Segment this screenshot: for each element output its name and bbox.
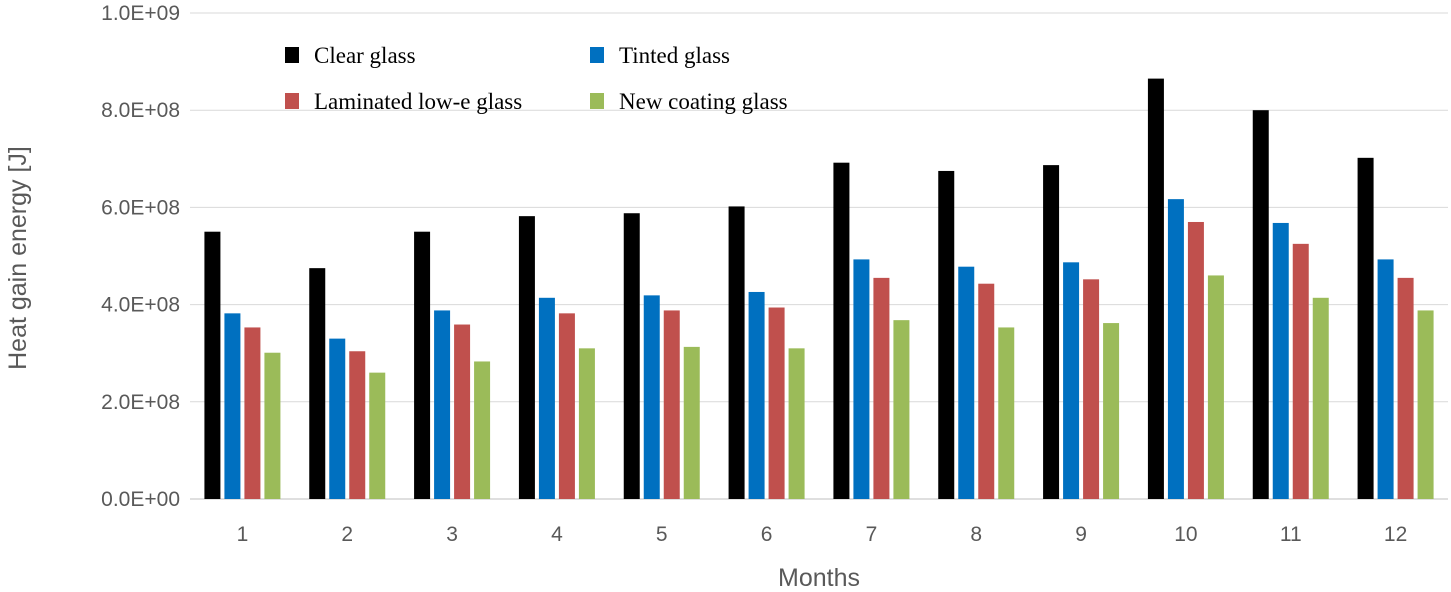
bar <box>1252 110 1269 499</box>
x-tick-label: 3 <box>446 523 458 546</box>
bar <box>518 216 535 499</box>
y-tick-label: 8.0E+08 <box>101 99 180 122</box>
y-tick-label: 4.0E+08 <box>101 294 180 317</box>
x-axis-title: Months <box>778 564 860 592</box>
bar <box>958 266 975 499</box>
bar <box>1272 222 1289 499</box>
bar <box>788 348 805 499</box>
bar <box>643 295 660 499</box>
x-tick-label: 11 <box>1280 523 1302 546</box>
bar <box>1417 310 1434 499</box>
bar <box>938 170 955 499</box>
bar <box>748 291 765 499</box>
bar <box>349 351 366 499</box>
bar <box>1147 78 1164 500</box>
legend-label: Tinted glass <box>619 43 730 68</box>
x-tick-label: 8 <box>970 523 982 546</box>
bar <box>244 327 261 499</box>
bar <box>309 268 326 499</box>
bar <box>264 352 281 499</box>
bar <box>1357 157 1374 499</box>
x-tick-label: 2 <box>341 523 353 546</box>
legend-swatch <box>285 47 299 63</box>
bars <box>204 78 1434 500</box>
y-tick-label: 1.0E+09 <box>101 2 180 25</box>
bar <box>663 310 680 499</box>
bar <box>768 307 785 499</box>
bar <box>728 206 745 500</box>
legend-swatch <box>590 93 604 109</box>
bar <box>623 213 640 499</box>
gridlines <box>190 12 1448 500</box>
bar <box>893 320 910 499</box>
y-tick-label: 2.0E+08 <box>101 391 180 414</box>
x-axis-ticks: 1 2 3 4 5 6 7 8 9 10 11 12 <box>237 523 1408 546</box>
bar <box>853 259 870 499</box>
x-tick-label: 5 <box>656 523 668 546</box>
bar <box>1103 323 1120 499</box>
legend-swatch <box>590 47 604 63</box>
bar <box>1187 221 1204 500</box>
bar <box>329 338 346 499</box>
legend-swatch <box>285 93 299 109</box>
y-axis-title: Heat gain energy [J] <box>4 146 32 370</box>
bar <box>1312 297 1329 499</box>
bar <box>1207 275 1224 499</box>
y-tick-label: 0.0E+00 <box>101 488 180 511</box>
bar <box>1083 279 1100 499</box>
x-tick-label: 9 <box>1075 523 1087 546</box>
bar <box>1063 262 1080 499</box>
legend-label: New coating glass <box>619 89 788 114</box>
bar <box>204 231 221 499</box>
bar <box>1397 277 1414 499</box>
bar <box>414 231 431 499</box>
x-tick-label: 7 <box>866 523 878 546</box>
bar <box>369 372 386 499</box>
bar <box>978 283 995 499</box>
legend-label: Laminated low-e glass <box>314 89 522 114</box>
bar <box>683 346 700 499</box>
bar <box>578 348 595 499</box>
bar <box>1377 259 1394 499</box>
bar <box>434 310 451 499</box>
x-tick-label: 12 <box>1384 523 1407 546</box>
x-tick-label: 4 <box>551 523 563 546</box>
bar <box>1292 243 1309 499</box>
bar <box>1167 199 1184 499</box>
bar <box>454 324 471 499</box>
x-tick-label: 1 <box>237 523 249 546</box>
bar <box>558 313 575 499</box>
y-tick-label: 6.0E+08 <box>101 196 180 219</box>
legend-label: Clear glass <box>314 43 416 68</box>
bar <box>873 277 890 499</box>
bar <box>998 327 1015 499</box>
bar <box>1043 165 1060 500</box>
bar <box>474 361 491 499</box>
y-axis-ticks: 0.0E+00 2.0E+08 4.0E+08 6.0E+08 8.0E+08 1.0E+… <box>101 2 180 511</box>
bar <box>224 313 241 499</box>
bar <box>538 297 555 499</box>
legend: Clear glass Tinted glass Laminated low-e g… <box>285 43 788 114</box>
x-tick-label: 6 <box>761 523 773 546</box>
bar <box>833 162 850 500</box>
x-tick-label: 10 <box>1174 523 1197 546</box>
